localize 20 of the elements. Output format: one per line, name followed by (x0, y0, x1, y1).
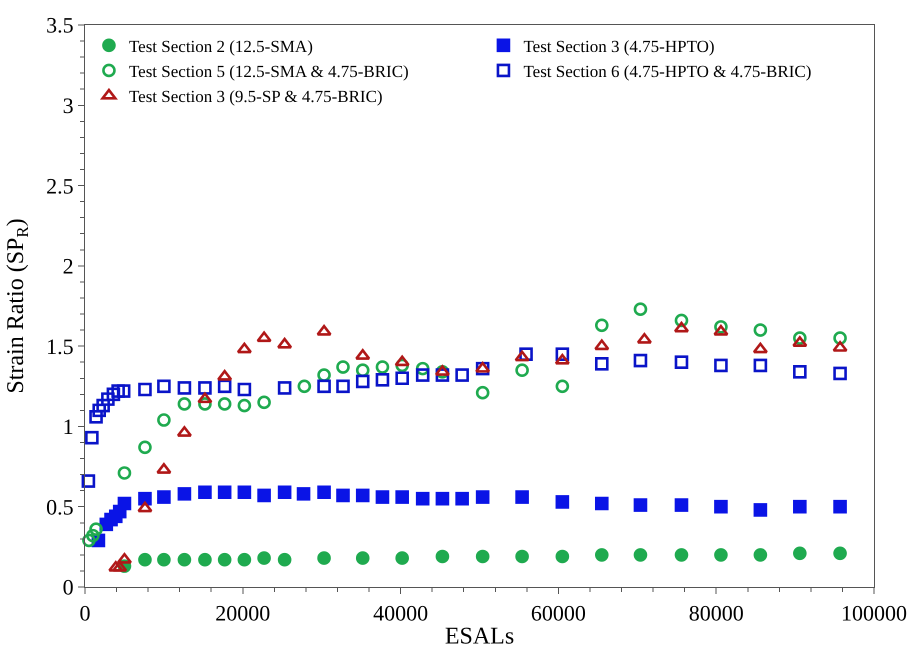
y-tick-label: 3.5 (46, 12, 74, 38)
x-axis-title: ESALs (444, 624, 514, 650)
y-tick-label: 0 (62, 574, 74, 600)
x-tick-label: 40000 (373, 600, 428, 626)
legend-label: Test Section 2 (12.5-SMA) (128, 36, 313, 56)
x-tick-label: 100000 (841, 600, 907, 626)
legend-label: Test Section 6 (4.75-HPTO & 4.75-BRIC) (523, 62, 812, 82)
legend-label: Test Section 5 (12.5-SMA & 4.75-BRIC) (128, 62, 409, 82)
y-tick-label: 2.5 (46, 173, 74, 198)
y-tick-label: 1.5 (46, 334, 74, 359)
y-tick-label: 1 (62, 414, 74, 440)
y-tick-label: 0.5 (46, 494, 74, 520)
legend-label: Test Section 3 (9.5-SP & 4.75-BRIC) (128, 87, 383, 106)
legend-label: Test Section 3 (4.75-HPTO) (523, 36, 715, 56)
y-tick-label: 3 (62, 92, 74, 118)
y-tick-label: 2 (62, 254, 74, 279)
x-tick-label: 20000 (215, 600, 270, 626)
x-tick-label: 60000 (530, 600, 586, 626)
x-tick-label: 80000 (688, 600, 744, 626)
x-tick-label: 0 (80, 600, 90, 626)
